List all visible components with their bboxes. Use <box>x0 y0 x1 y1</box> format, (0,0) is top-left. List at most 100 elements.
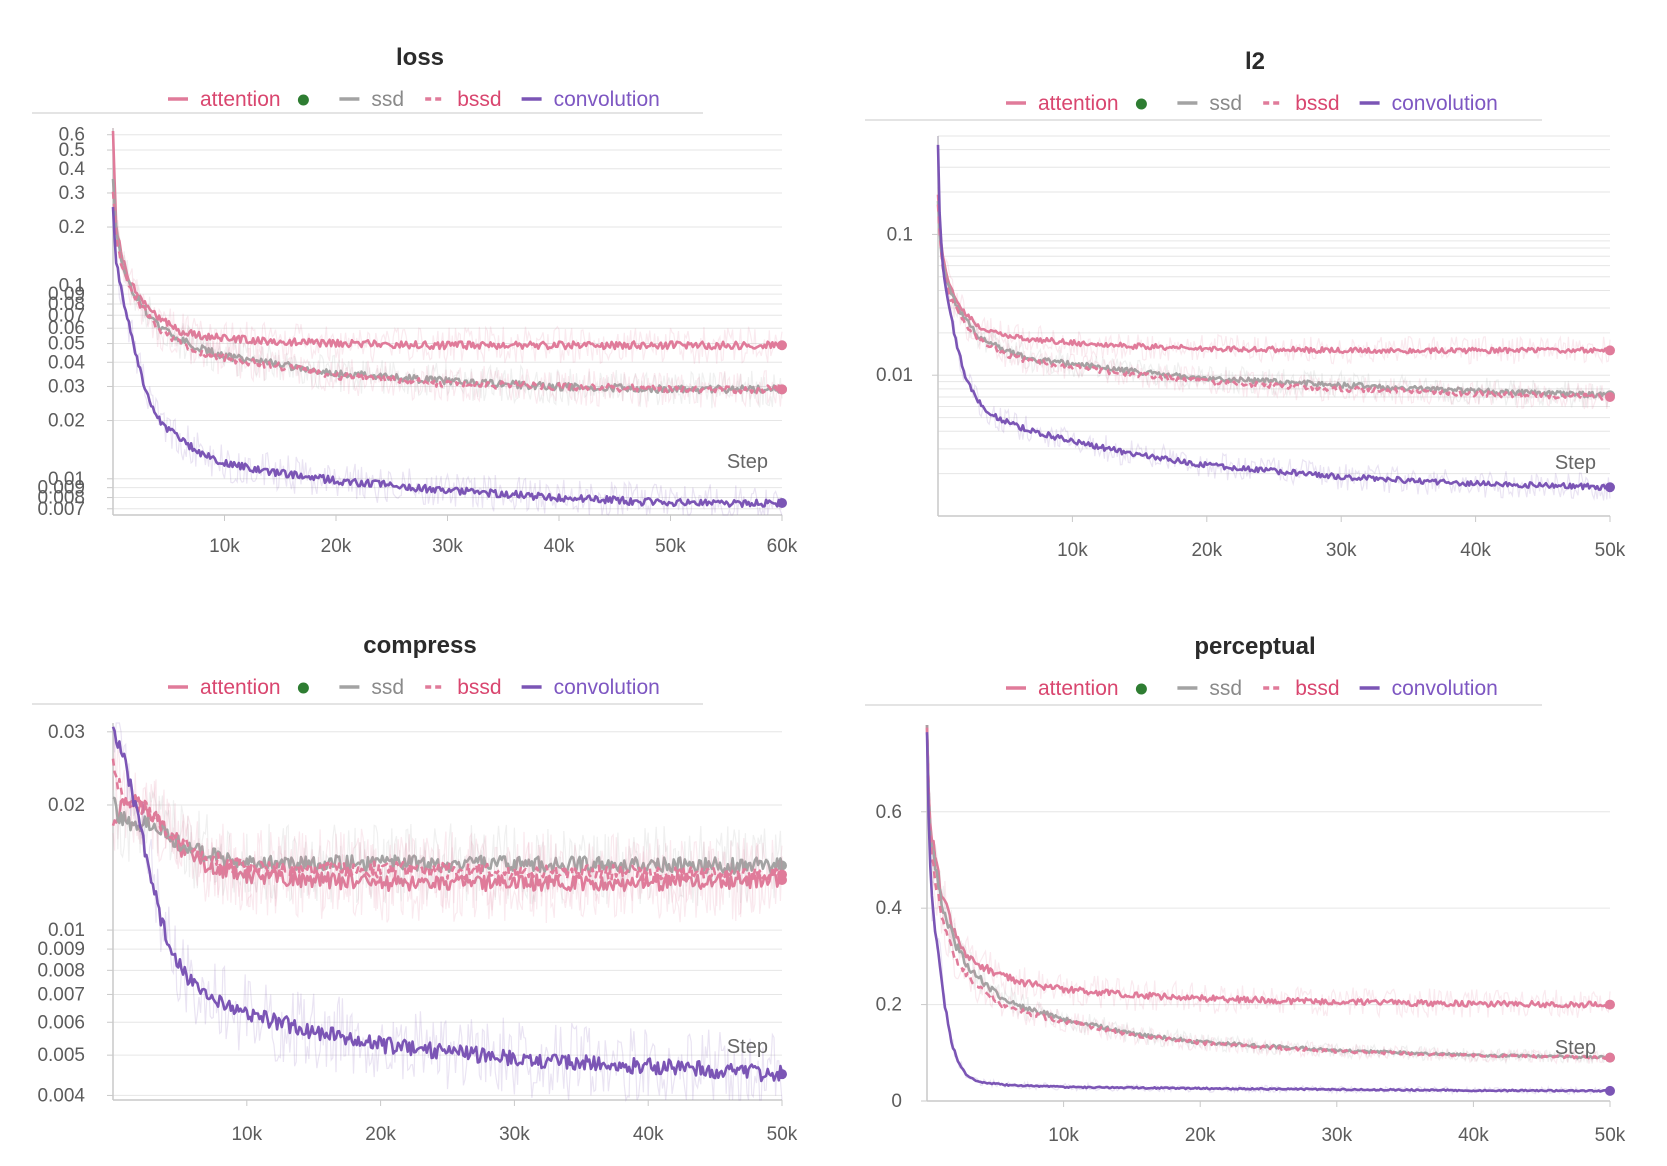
legend-item-convolution: convolution <box>521 88 660 111</box>
series-line-ssd <box>936 201 1612 399</box>
series-line-bssd <box>111 758 784 883</box>
x-tick-label: 10k <box>1057 540 1088 561</box>
chart-title: compress <box>363 632 476 659</box>
series-raw-convolution <box>112 722 783 1103</box>
x-tick-label: 30k <box>1326 540 1357 561</box>
grid <box>927 811 1610 1006</box>
x-tick-label: 20k <box>1185 1125 1216 1146</box>
series-raw-attention <box>112 770 783 924</box>
x-tick-label: 10k <box>209 536 240 557</box>
y-tick-label: 0.07 <box>48 305 85 326</box>
series-attention <box>925 724 1615 1019</box>
legend-label: bssd <box>1295 92 1339 115</box>
legend-status-dot <box>1135 683 1147 695</box>
series-line-convolution <box>925 732 1611 1093</box>
series-end-point-attention <box>1605 999 1615 1010</box>
series-raw-convolution <box>937 135 1611 501</box>
series-convolution <box>111 206 787 516</box>
y-tick-label: 0.08 <box>48 294 85 315</box>
series-convolution <box>111 722 787 1103</box>
series-bssd <box>925 724 1615 1065</box>
legend-label: convolution <box>554 676 660 699</box>
legend-item-convolution: convolution <box>521 676 660 699</box>
legend: attention ssd bssd convolution <box>1006 92 1498 115</box>
series-line-ssd <box>925 724 1611 1061</box>
x-tick-label: 20k <box>365 1124 396 1145</box>
legend-label: attention <box>200 676 281 699</box>
y-tick-label: 0.009 <box>37 478 85 499</box>
legend-item-attention: attention <box>1006 677 1147 700</box>
compress-chart: compress attention ssd bssd convolution 0.03 0… <box>32 632 798 1145</box>
legend-label: ssd <box>371 88 404 111</box>
series-end-point-attention <box>777 340 787 351</box>
legend-item-bssd: bssd <box>1263 677 1340 700</box>
y-tick-label: 0.4 <box>876 898 903 919</box>
series-end-point-bssd <box>1605 392 1615 403</box>
series-line-ssd <box>111 178 784 395</box>
series-end-point-convolution <box>1605 482 1615 493</box>
series-raw-bssd <box>112 736 783 916</box>
chart-title: loss <box>396 44 444 71</box>
series-end-point-attention <box>1605 345 1615 356</box>
chart-title: perceptual <box>1194 633 1315 660</box>
legend-label: bssd <box>457 676 501 699</box>
l2-chart: l2 attention ssd bssd convolution 0.1 0.01 10k 2… <box>865 48 1626 561</box>
legend: attention ssd bssd convolution <box>1006 677 1498 700</box>
y-tick-label: 0.005 <box>37 1045 85 1066</box>
series-line-convolution <box>111 206 784 509</box>
y-tick-label: 0.09 <box>48 284 85 305</box>
legend-label: convolution <box>554 88 660 111</box>
series-ssd <box>936 201 1615 408</box>
series-end-point-convolution <box>777 497 787 508</box>
legend-item-convolution: convolution <box>1359 92 1498 115</box>
legend: attention ssd bssd convolution <box>168 88 660 111</box>
y-tick-label: 0.06 <box>48 318 85 339</box>
x-axis-label: Step <box>727 1036 768 1058</box>
series-raw-ssd <box>112 776 783 906</box>
series-convolution <box>936 135 1615 501</box>
y-tick-label: 0.02 <box>48 795 85 816</box>
legend-item-ssd: ssd <box>1177 677 1242 700</box>
y-tick-label: 0.006 <box>37 1012 85 1033</box>
series-bssd <box>111 736 787 916</box>
x-tick-label: 10k <box>1048 1125 1079 1146</box>
legend-item-convolution: convolution <box>1359 677 1498 700</box>
y-tick-label: 0.01 <box>48 469 85 490</box>
series-end-point-bssd <box>777 384 787 395</box>
series-ssd <box>112 776 787 906</box>
x-tick-label: 40k <box>1460 540 1491 561</box>
legend-item-ssd: ssd <box>1177 92 1242 115</box>
y-tick-label: 0.3 <box>59 183 85 204</box>
legend-label: bssd <box>1295 677 1339 700</box>
series-raw-attention <box>112 127 783 365</box>
legend-label: attention <box>1038 92 1119 115</box>
x-tick-label: 20k <box>1191 540 1222 561</box>
series-line-bssd <box>111 191 783 395</box>
legend-item-bssd: bssd <box>425 676 502 699</box>
legend-label: attention <box>200 88 281 111</box>
series-line-ssd <box>112 796 784 875</box>
series-raw-attention <box>937 186 1611 365</box>
series-raw-ssd <box>937 211 1611 408</box>
series-raw-ssd <box>112 186 783 409</box>
x-tick-label: 30k <box>432 536 463 557</box>
series-attention <box>111 127 787 365</box>
series-attention <box>936 186 1615 365</box>
x-tick-label: 40k <box>544 536 575 557</box>
y-tick-label: 0.007 <box>37 499 85 520</box>
series-line-attention <box>925 724 1611 1009</box>
y-tick-label: 0.2 <box>59 217 85 238</box>
x-axis-label: Step <box>727 451 768 473</box>
series-raw-bssd <box>937 204 1611 410</box>
legend-label: ssd <box>371 676 404 699</box>
series-line-convolution <box>111 726 784 1083</box>
y-tick-label: 0.2 <box>876 995 902 1016</box>
series-raw-bssd <box>112 185 783 408</box>
legend: attention ssd bssd convolution <box>168 676 660 699</box>
y-tick-label: 0.1 <box>887 224 913 245</box>
y-tick-label: 0.03 <box>48 722 85 743</box>
y-tick-label: 0.009 <box>37 939 85 960</box>
y-tick-label: 0.6 <box>59 125 85 146</box>
legend-status-dot <box>1135 98 1147 110</box>
y-tick-label: 0.01 <box>48 920 85 941</box>
